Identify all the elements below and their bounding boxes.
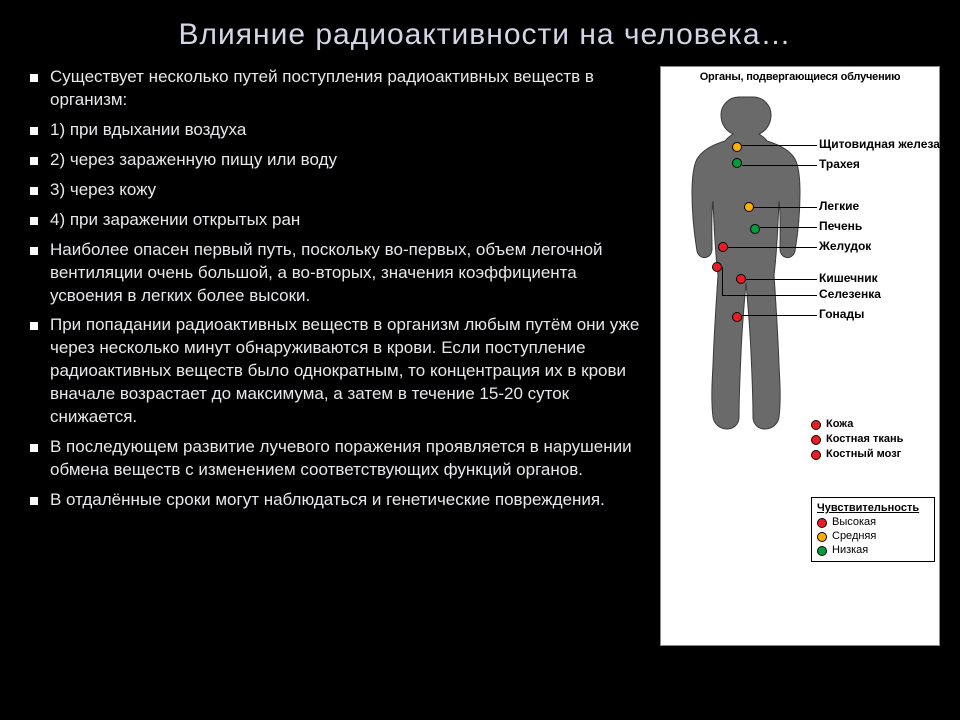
diffuse-label: Костный мозг: [826, 449, 901, 460]
bullet-item: 2) через зараженную пищу или воду: [30, 149, 650, 172]
bullet-item: Наиболее опасен первый путь, поскольку в…: [30, 239, 650, 308]
diffuse-label: Кожа: [826, 419, 853, 430]
organ-marker: [736, 274, 746, 284]
sensitivity-legend: Чувствительность Высокая Средняя Низкая: [811, 497, 935, 562]
organs-diagram: Органы, подвергающиеся облучению Щитовид…: [660, 66, 940, 646]
content-area: Существует несколько путей поступления р…: [30, 66, 940, 710]
leader-line: [742, 315, 817, 316]
sensitivity-title: Чувствительность: [817, 502, 929, 514]
organ-marker: [732, 312, 742, 322]
organ-marker: [718, 242, 728, 252]
bullet-item: 4) при заражении открытых ран: [30, 209, 650, 232]
organ-marker: [732, 158, 742, 168]
diffuse-item: Костный мозг: [811, 449, 933, 460]
organ-marker: [712, 262, 722, 272]
text-column: Существует несколько путей поступления р…: [30, 66, 660, 710]
bullet-item: В отдалённые сроки могут наблюдаться и г…: [30, 489, 650, 512]
dot-icon: [811, 450, 821, 460]
dot-icon: [817, 518, 827, 528]
dot-icon: [817, 532, 827, 542]
organ-marker: [744, 202, 754, 212]
bullet-item: Существует несколько путей поступления р…: [30, 66, 650, 112]
organ-label: Селезенка: [819, 288, 881, 301]
organ-label: Легкие: [819, 200, 859, 213]
leader-line: [754, 207, 817, 208]
sensitivity-label: Средняя: [832, 531, 876, 542]
sensitivity-item: Средняя: [817, 531, 929, 542]
organ-label: Гонады: [819, 308, 864, 321]
sensitivity-label: Низкая: [832, 545, 868, 556]
dot-icon: [811, 420, 821, 430]
bullet-item: 3) через кожу: [30, 179, 650, 202]
diffuse-item: Кожа: [811, 419, 933, 430]
slide-title: Влияние радиоактивности на человека…: [30, 18, 940, 52]
human-body-icon: [669, 89, 809, 509]
organ-label: Трахея: [819, 158, 860, 171]
diagram-column: Органы, подвергающиеся облучению Щитовид…: [660, 66, 940, 710]
sensitivity-item: Высокая: [817, 517, 929, 528]
organ-marker: [750, 224, 760, 234]
dot-icon: [817, 546, 827, 556]
diffuse-label: Костная ткань: [826, 434, 903, 445]
diffuse-list: Кожа Костная ткань Костный мозг: [811, 419, 933, 464]
bullet-item: 1) при вдыхании воздуха: [30, 119, 650, 142]
leader-line: [760, 227, 817, 228]
leader-line: [722, 267, 723, 295]
dot-icon: [811, 435, 821, 445]
diffuse-item: Костная ткань: [811, 434, 933, 445]
bullet-item: В последующем развитие лучевого поражени…: [30, 436, 650, 482]
leader-line: [722, 295, 817, 296]
leader-line: [746, 279, 817, 280]
leader-line: [742, 165, 817, 166]
organ-label: Печень: [819, 220, 862, 233]
bullet-list: Существует несколько путей поступления р…: [30, 66, 650, 512]
sensitivity-item: Низкая: [817, 545, 929, 556]
organ-label: Щитовидная железа: [819, 138, 940, 151]
leader-line: [728, 247, 817, 248]
sensitivity-label: Высокая: [832, 517, 876, 528]
diagram-title: Органы, подвергающиеся облучению: [661, 67, 939, 85]
organ-label: Кишечник: [819, 272, 878, 285]
bullet-item: При попадании радиоактивных веществ в ор…: [30, 314, 650, 429]
organ-marker: [732, 142, 742, 152]
organ-label: Желудок: [819, 240, 871, 253]
leader-line: [742, 145, 817, 146]
